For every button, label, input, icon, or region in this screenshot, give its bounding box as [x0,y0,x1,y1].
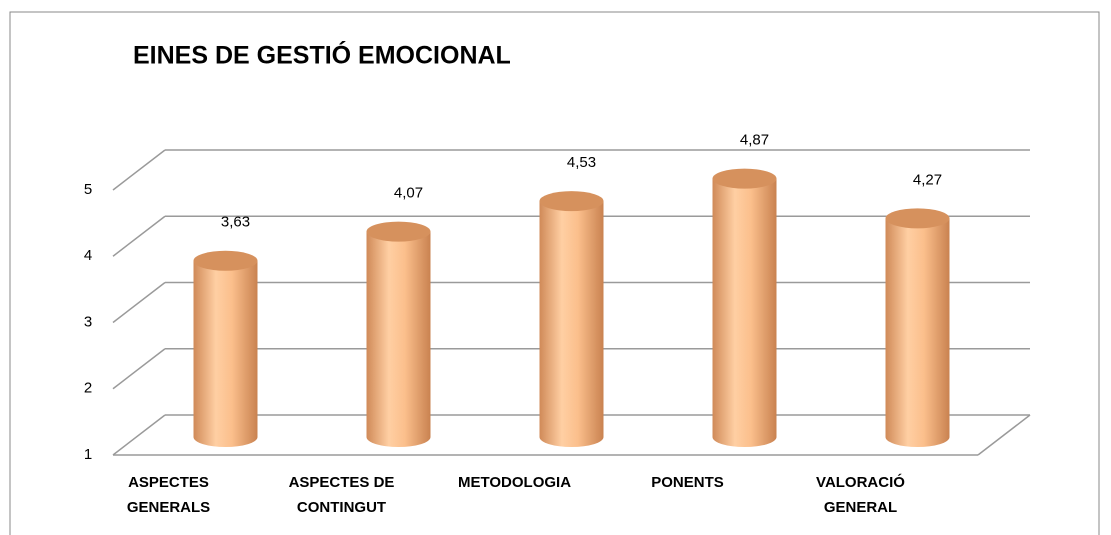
floor-edge [977,414,1031,456]
y-tick-label: 5 [84,181,92,198]
bar-top [712,168,777,189]
data-label: 4,87 [740,132,769,149]
bar-top [193,250,258,271]
grid-line [112,348,166,390]
y-tick-label: 3 [84,313,92,330]
x-tick-label: METODOLOGIA [457,474,572,491]
bar [539,201,604,437]
data-label: 3,63 [221,214,250,231]
chart-title: EINES DE GESTIÓ EMOCIONAL [133,40,511,70]
bar-top [885,208,950,229]
data-label: 4,53 [567,154,596,171]
bar [712,178,777,438]
x-tick-label: PONENTS [651,474,724,491]
grid-line [112,414,166,456]
grid-line [112,281,166,324]
x-tick-label: ASPECTES DE CONTINGUT [288,474,395,516]
chart-border [9,11,1100,535]
bar [193,260,258,437]
bar-top [366,221,431,242]
y-tick-label: 1 [84,446,92,463]
x-tick-label: VALORACIÓ GENERAL [816,474,905,516]
y-tick-label: 2 [84,380,92,397]
grid-line [112,215,166,257]
bar-top [539,191,604,212]
data-label: 4,27 [913,171,942,188]
x-tick-label: ASPECTES GENERALS [126,474,211,516]
grid-line [112,149,166,191]
y-tick-label: 4 [84,247,92,264]
data-label: 4,07 [394,185,423,202]
bar [366,231,431,437]
bar [885,218,950,437]
